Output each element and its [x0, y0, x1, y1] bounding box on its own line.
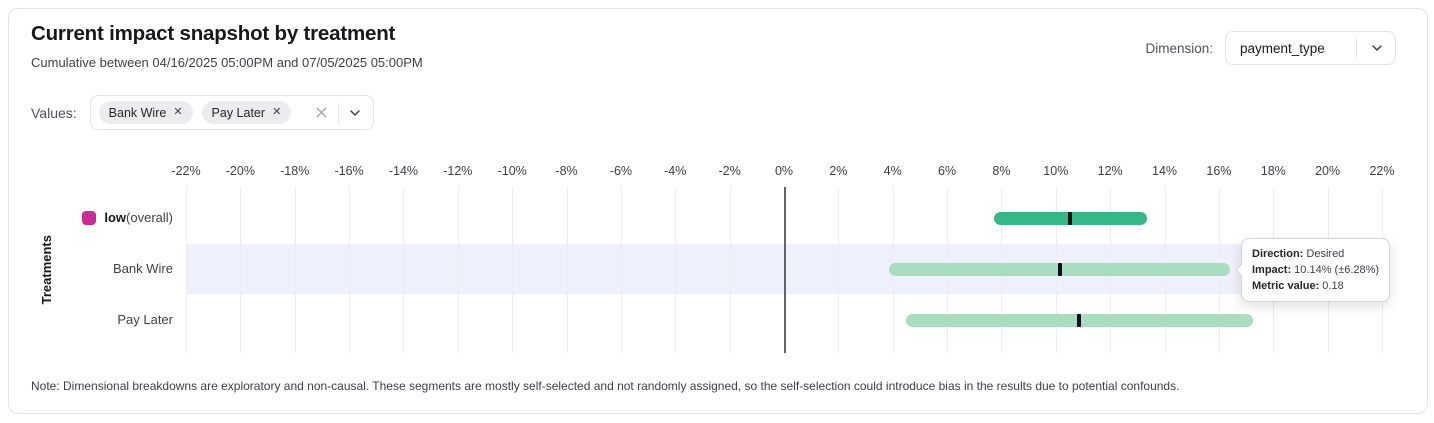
x-axis-tick-label: 10%: [1043, 164, 1069, 178]
treatment-row-label: Pay Later: [117, 312, 173, 327]
x-axis-tick-label: -10%: [497, 164, 527, 178]
chevron-down-icon[interactable]: [347, 105, 363, 121]
x-axis-tick-label: 2%: [829, 164, 848, 178]
select-divider: [1356, 38, 1357, 58]
x-axis-tick-label: -12%: [443, 164, 473, 178]
x-axis-tick-label: -4%: [664, 164, 687, 178]
value-chip[interactable]: Bank Wire ✕: [98, 101, 193, 124]
x-axis-tick-label: -14%: [388, 164, 419, 178]
value-chip-label: Pay Later: [211, 105, 266, 120]
x-axis-tick-label: -6%: [609, 164, 633, 178]
gridline: [838, 187, 840, 353]
gridline: [349, 187, 351, 353]
y-axis-title: Treatments: [38, 235, 54, 305]
x-axis-tick-label: -20%: [225, 164, 255, 178]
gridline: [566, 187, 568, 353]
impact-point-marker: [1077, 313, 1082, 327]
x-axis-tick-label: -2%: [718, 164, 741, 178]
values-control: Values: Bank Wire ✕ Pay Later ✕: [31, 95, 375, 130]
x-axis-tick-label: -22%: [171, 164, 201, 178]
x-axis-tick-label: -18%: [280, 164, 310, 178]
y-axis-title-wrap: Treatments: [38, 187, 54, 353]
impact-tooltip: Direction: Desired Impact: 10.14% (±6.28%…: [1241, 238, 1391, 302]
tooltip-line: Impact: 10.14% (±6.28%): [1252, 264, 1380, 276]
x-axis-tick-label: 14%: [1152, 164, 1178, 178]
dimension-select[interactable]: payment_type: [1225, 31, 1396, 65]
impact-point-marker: [1068, 211, 1073, 225]
legend-swatch: [82, 211, 97, 225]
value-chip-label: Bank Wire: [108, 105, 167, 120]
treatment-row-label: low (overall): [82, 209, 173, 227]
gridline: [294, 187, 296, 353]
values-multiselect[interactable]: Bank Wire ✕ Pay Later ✕: [89, 95, 375, 130]
impact-snapshot-card: Current impact snapshot by treatment Cum…: [8, 8, 1428, 414]
gridline: [512, 187, 514, 353]
zero-baseline: [784, 187, 786, 353]
select-divider: [338, 102, 340, 123]
date-range-subtitle: Cumulative between 04/16/2025 05:00PM an…: [31, 55, 423, 70]
gridline: [620, 187, 622, 353]
x-axis-tick-label: 12%: [1097, 164, 1123, 178]
x-axis-tick-label: 6%: [938, 164, 957, 178]
gridline: [186, 187, 187, 353]
dimension-control: Dimension: payment_type: [1145, 31, 1396, 65]
tooltip-line: Direction: Desired: [1252, 248, 1345, 260]
gridline: [675, 187, 677, 353]
x-axis-tick-label: 18%: [1260, 164, 1286, 178]
x-axis-tick-label: 4%: [883, 164, 902, 178]
x-axis-tick-label: -8%: [555, 164, 578, 178]
dimension-selected-value: payment_type: [1240, 40, 1325, 56]
chart-plot-area: [186, 187, 1383, 353]
note-text: Note: Dimensional breakdowns are explora…: [31, 379, 1180, 393]
chip-remove-icon[interactable]: ✕: [272, 106, 282, 118]
clear-values-icon[interactable]: [313, 104, 330, 121]
gridline: [403, 187, 405, 353]
chevron-down-icon[interactable]: [1369, 40, 1385, 56]
gridline: [457, 187, 459, 353]
x-axis-tick-label: 8%: [992, 164, 1011, 178]
x-axis-tick-label: 20%: [1315, 164, 1341, 178]
dimension-label: Dimension:: [1145, 40, 1213, 56]
gridline: [729, 187, 731, 353]
x-axis-tick-label: 16%: [1206, 164, 1232, 178]
selected-value-chips: Bank Wire ✕ Pay Later ✕: [98, 101, 292, 124]
gridline: [240, 187, 242, 353]
x-axis-tick-label: -16%: [334, 164, 364, 178]
tooltip-line: Metric value: 0.18: [1252, 280, 1344, 292]
values-label: Values:: [31, 104, 77, 121]
chip-remove-icon[interactable]: ✕: [173, 106, 183, 118]
impact-point-marker: [1057, 262, 1062, 276]
x-axis: -22% -20% -18% -16% -14% -12% -10% -8% -6% -4% -2%…: [171, 164, 1394, 180]
y-axis-row-labels: low (overall) Bank Wire Pay Later: [9, 187, 173, 353]
x-axis-tick-label: 0%: [774, 164, 794, 178]
treatment-row-label: Bank Wire: [113, 261, 173, 276]
value-chip[interactable]: Pay Later ✕: [201, 101, 292, 124]
page-title: Current impact snapshot by treatment: [31, 22, 396, 45]
x-axis-tick-label: 22%: [1369, 164, 1395, 178]
